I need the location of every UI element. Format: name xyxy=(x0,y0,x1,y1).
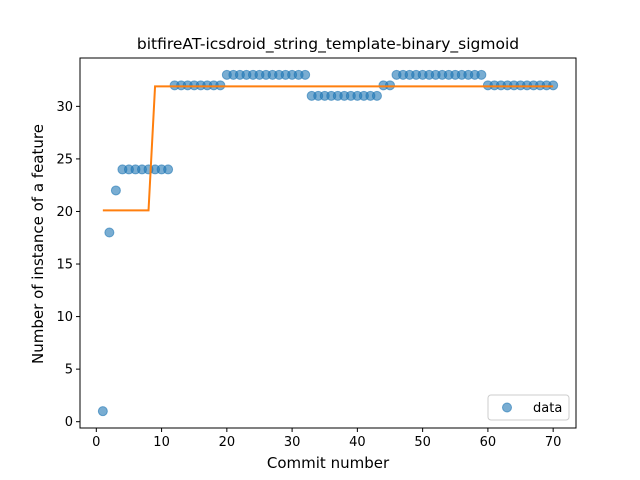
axes-frame xyxy=(79,57,577,429)
x-tick-label: 70 xyxy=(545,435,562,450)
data-point xyxy=(104,227,115,238)
axis-ticks: 0 10 20 30 40 50 60 70 0 5 10 15 20 25 30 xyxy=(56,100,561,450)
data-point xyxy=(300,69,311,80)
data-point xyxy=(215,80,226,91)
y-tick-label: 15 xyxy=(56,258,73,273)
y-axis-label: Number of instance of a feature xyxy=(29,124,47,364)
x-tick-label: 20 xyxy=(219,435,236,450)
data-point xyxy=(163,164,174,175)
x-tick-label: 10 xyxy=(153,435,170,450)
data-point xyxy=(97,406,108,417)
y-tick-label: 0 xyxy=(65,415,73,430)
legend-marker-data xyxy=(502,402,512,413)
data-point xyxy=(385,80,395,91)
x-tick-label: 30 xyxy=(284,435,301,450)
fit-line xyxy=(102,85,554,212)
y-tick-label: 30 xyxy=(56,100,73,115)
x-tick-label: 60 xyxy=(480,435,497,450)
legend: data xyxy=(487,394,570,421)
data-point xyxy=(110,185,121,196)
chart-title: bitfireAT-icsdroid_string_template-binar… xyxy=(137,35,519,54)
legend-label-data: data xyxy=(533,401,562,416)
y-tick-label: 25 xyxy=(56,152,73,167)
y-tick-label: 5 xyxy=(65,363,73,378)
x-tick-label: 50 xyxy=(414,435,431,450)
x-axis-label: Commit number xyxy=(267,454,390,472)
plot-area xyxy=(97,69,559,417)
x-tick-label: 40 xyxy=(349,435,366,450)
y-tick-label: 20 xyxy=(56,205,73,220)
legend-box xyxy=(487,394,570,421)
y-tick-label: 10 xyxy=(56,310,73,325)
data-point xyxy=(476,69,487,80)
data-point xyxy=(548,80,559,91)
data-point xyxy=(371,90,382,101)
x-tick-label: 0 xyxy=(92,435,100,450)
